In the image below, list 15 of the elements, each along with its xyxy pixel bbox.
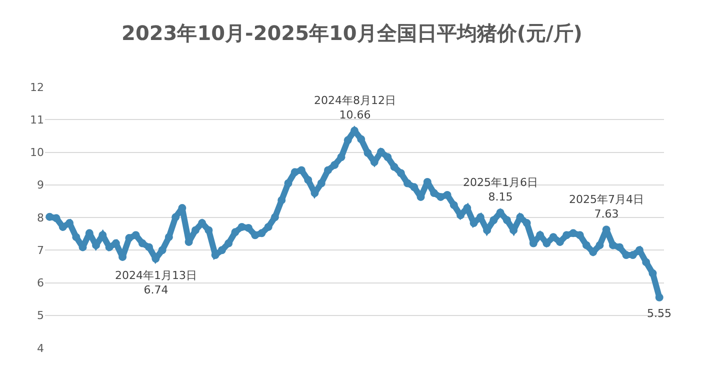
annotation: 2024年1月13日 6.74 xyxy=(115,269,197,296)
y-tick-label: 4 xyxy=(37,342,44,355)
y-tick-label: 5 xyxy=(37,309,44,322)
y-tick-label: 8 xyxy=(37,211,44,224)
annotation: 2024年8月12日 10.66 xyxy=(314,94,396,122)
annotation: 2025年1月6日 8.15 xyxy=(463,176,538,204)
y-tick-label: 9 xyxy=(37,178,44,192)
annotation: 2025年7月4日 7.63 xyxy=(569,193,644,220)
y-tick-label: 12 xyxy=(30,80,44,94)
chart-title: 2023年10月-2025年10月全国日平均猪价(元/斤) xyxy=(122,21,582,46)
y-tick-label: 11 xyxy=(30,113,44,126)
annotation: 5.55 xyxy=(647,307,672,320)
y-tick-label: 10 xyxy=(30,146,44,160)
y-tick-label: 7 xyxy=(37,244,44,257)
y-tick-label: 6 xyxy=(37,276,44,290)
